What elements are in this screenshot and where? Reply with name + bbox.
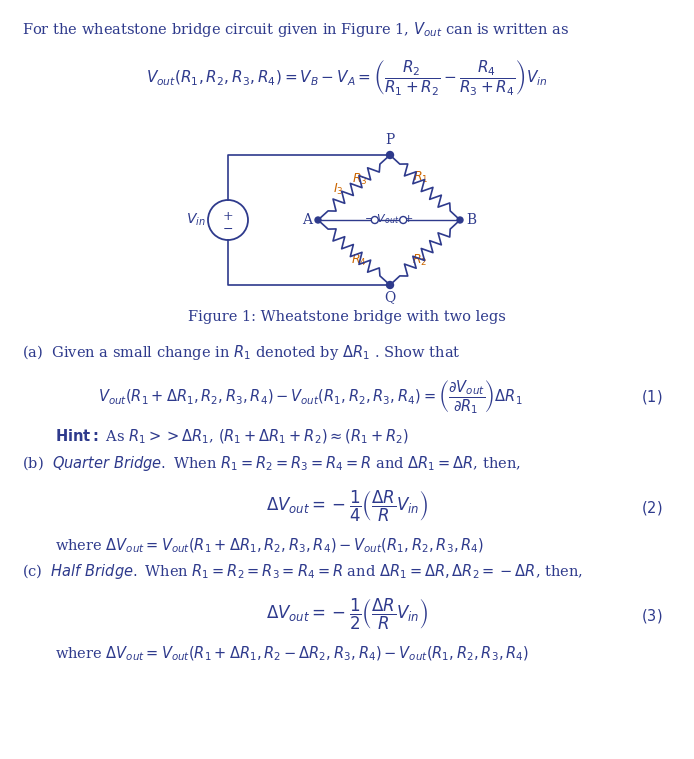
Text: $V_{out}(R_1 + \Delta R_1, R_2, R_3, R_4) - V_{out}(R_1, R_2, R_3, R_4) = \left(: $V_{out}(R_1 + \Delta R_1, R_2, R_3, R_4… [98,378,523,416]
Text: −: − [223,222,233,235]
Text: $R_1$: $R_1$ [414,170,429,185]
Text: $\mathbf{Hint:}$ As $R_1 >> \Delta R_1$, $(R_1 + \Delta R_1 + R_2) \approx (R_1 : $\mathbf{Hint:}$ As $R_1 >> \Delta R_1$,… [55,428,409,446]
Text: $I_3$: $I_3$ [332,182,344,197]
Text: where $\Delta V_{out} = V_{out}(R_1 + \Delta R_1, R_2, R_3, R_4) - V_{out}(R_1, : where $\Delta V_{out} = V_{out}(R_1 + \D… [55,537,484,556]
Text: Q: Q [384,290,396,304]
Text: $V_{out}(R_1, R_2, R_3, R_4) = V_B - V_A = \left(\dfrac{R_2}{R_1 + R_2} - \dfrac: $V_{out}(R_1, R_2, R_3, R_4) = V_B - V_A… [146,58,548,97]
Circle shape [315,217,321,223]
Text: Figure 1: Wheatstone bridge with two legs: Figure 1: Wheatstone bridge with two leg… [188,310,506,324]
Text: $(1)$: $(1)$ [641,388,663,406]
Text: (b)  $\mathit{Quarter\ Bridge.}$ When $R_1 = R_2 = R_3 = R_4 = R$ and $\Delta R_: (b) $\mathit{Quarter\ Bridge.}$ When $R_… [22,454,520,473]
Text: $(2)$: $(2)$ [641,499,663,517]
Text: $R_4$: $R_4$ [351,253,367,268]
Circle shape [371,216,378,223]
Text: (c)  $\mathit{Half\ Bridge.}$ When $R_1 = R_2 = R_3 = R_4 = R$ and $\Delta R_1 =: (c) $\mathit{Half\ Bridge.}$ When $R_1 =… [22,562,583,581]
Circle shape [400,216,407,223]
Text: $-\ V_{out}\ +$: $-\ V_{out}\ +$ [364,212,414,226]
Text: $\Delta V_{out} = -\dfrac{1}{2}\left(\dfrac{\Delta R}{R} V_{in}\right)$: $\Delta V_{out} = -\dfrac{1}{2}\left(\df… [266,597,428,632]
Text: where $\Delta V_{out} = V_{out}(R_1 + \Delta R_1, R_2 - \Delta R_2, R_3, R_4) - : where $\Delta V_{out} = V_{out}(R_1 + \D… [55,645,529,663]
Text: (a)  Given a small change in $R_1$ denoted by $\Delta R_1$ . Show that: (a) Given a small change in $R_1$ denote… [22,343,461,362]
Circle shape [387,282,393,288]
Text: For the wheatstone bridge circuit given in Figure 1, $V_{out}$ can is written as: For the wheatstone bridge circuit given … [22,20,569,39]
Text: $V_{in}$: $V_{in}$ [186,212,206,228]
Text: $R_3$: $R_3$ [353,172,368,187]
Text: A: A [302,213,312,227]
Text: $R_2$: $R_2$ [412,253,428,268]
Text: +: + [223,209,233,222]
Circle shape [387,152,393,159]
Circle shape [457,217,463,223]
Text: B: B [466,213,476,227]
Text: $\Delta V_{out} = -\dfrac{1}{4}\left(\dfrac{\Delta R}{R} V_{in}\right)$: $\Delta V_{out} = -\dfrac{1}{4}\left(\df… [266,489,428,524]
Text: $(3)$: $(3)$ [641,607,663,625]
Text: P: P [385,133,395,147]
